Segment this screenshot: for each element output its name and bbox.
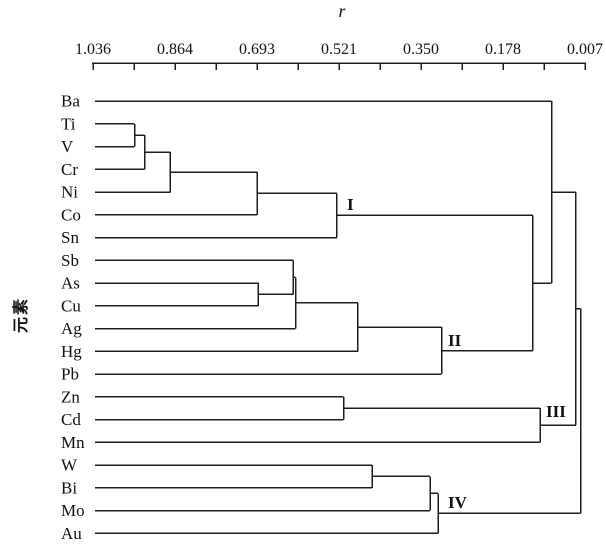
leaf-label-Cr: Cr (61, 160, 78, 179)
cluster-label-II: II (448, 331, 462, 350)
leaf-label-Ni: Ni (61, 183, 78, 202)
cluster-label-IV: IV (448, 493, 468, 512)
leaf-label-Co: Co (61, 205, 81, 224)
axis-tick-label: 0.693 (239, 41, 275, 58)
leaf-label-Bi: Bi (61, 478, 77, 497)
leaf-label-Au: Au (61, 524, 82, 543)
leaf-label-Sn: Sn (61, 228, 79, 247)
leaf-label-Mn: Mn (61, 433, 85, 452)
leaf-label-Pb: Pb (61, 365, 79, 384)
leaf-label-W: W (61, 456, 78, 475)
leaf-label-Mo: Mo (61, 501, 85, 520)
cluster-label-I: I (347, 195, 354, 214)
leaf-label-Cd: Cd (61, 410, 81, 429)
leaf-label-V: V (61, 137, 74, 156)
leaf-label-Sb: Sb (61, 251, 79, 270)
leaf-label-Hg: Hg (61, 342, 82, 361)
leaf-label-Ti: Ti (61, 114, 76, 133)
leaf-label-Cu: Cu (61, 296, 81, 315)
cluster-label-III: III (546, 402, 566, 421)
leaf-label-Ba: Ba (61, 92, 80, 111)
axis-tick-label: 0.350 (403, 41, 439, 58)
leaf-label-Zn: Zn (61, 387, 80, 406)
leaf-label-Ag: Ag (61, 319, 82, 338)
axis-tick-label: 0.521 (321, 41, 357, 58)
axis-tick-label: 1.036 (75, 41, 111, 58)
axis-tick-label: 0.178 (485, 41, 521, 58)
axis-tick-label: 0.007 (567, 41, 603, 58)
leaf-label-As: As (61, 274, 80, 293)
axis-title-r: r (338, 1, 346, 21)
axis-tick-label: 0.864 (157, 41, 193, 58)
